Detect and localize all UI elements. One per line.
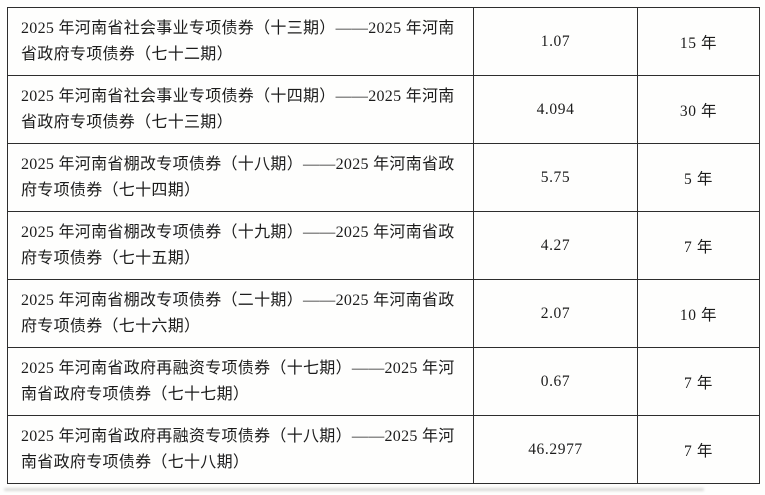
term-cell: 7 年 — [637, 415, 760, 484]
term-cell: 7 年 — [637, 347, 760, 416]
bond-name-cell: 2025 年河南省政府再融资专项债券（十八期）——2025 年河南省政府专项债券… — [7, 415, 474, 484]
bond-name-cell: 2025 年河南省棚改专项债券（十九期）——2025 年河南省政府专项债券（七十… — [7, 211, 474, 280]
term-cell: 30 年 — [637, 75, 760, 144]
term-cell: 5 年 — [637, 143, 760, 212]
bond-table-body: 2025 年河南省社会事业专项债券（十三期）——2025 年河南省政府专项债券（… — [7, 7, 760, 484]
bond-name-cell: 2025 年河南省政府再融资专项债券（十七期）——2025 年河南省政府专项债券… — [7, 347, 474, 416]
amount-cell: 5.75 — [473, 143, 638, 212]
table-row: 2025 年河南省棚改专项债券（二十期）——2025 年河南省政府专项债券（七十… — [7, 279, 760, 348]
term-cell: 7 年 — [637, 211, 760, 280]
bond-table: 2025 年河南省社会事业专项债券（十三期）——2025 年河南省政府专项债券（… — [7, 7, 760, 484]
term-cell: 10 年 — [637, 279, 760, 348]
bond-name-cell: 2025 年河南省社会事业专项债券（十三期）——2025 年河南省政府专项债券（… — [7, 7, 474, 76]
bond-name-cell: 2025 年河南省棚改专项债券（二十期）——2025 年河南省政府专项债券（七十… — [7, 279, 474, 348]
table-row: 2025 年河南省政府再融资专项债券（十八期）——2025 年河南省政府专项债券… — [7, 415, 760, 484]
table-row: 2025 年河南省社会事业专项债券（十四期）——2025 年河南省政府专项债券（… — [7, 75, 760, 144]
table-row: 2025 年河南省社会事业专项债券（十三期）——2025 年河南省政府专项债券（… — [7, 7, 760, 76]
bond-name-cell: 2025 年河南省棚改专项债券（十八期）——2025 年河南省政府专项债券（七十… — [7, 143, 474, 212]
table-row: 2025 年河南省棚改专项债券（十八期）——2025 年河南省政府专项债券（七十… — [7, 143, 760, 212]
amount-cell: 46.2977 — [473, 415, 638, 484]
bond-name-cell: 2025 年河南省社会事业专项债券（十四期）——2025 年河南省政府专项债券（… — [7, 75, 474, 144]
table-row: 2025 年河南省棚改专项债券（十九期）——2025 年河南省政府专项债券（七十… — [7, 211, 760, 280]
scan-artifact-smudge — [4, 488, 704, 491]
amount-cell: 2.07 — [473, 279, 638, 348]
amount-cell: 4.27 — [473, 211, 638, 280]
term-cell: 15 年 — [637, 7, 760, 76]
amount-cell: 0.67 — [473, 347, 638, 416]
table-row: 2025 年河南省政府再融资专项债券（十七期）——2025 年河南省政府专项债券… — [7, 347, 760, 416]
amount-cell: 1.07 — [473, 7, 638, 76]
amount-cell: 4.094 — [473, 75, 638, 144]
